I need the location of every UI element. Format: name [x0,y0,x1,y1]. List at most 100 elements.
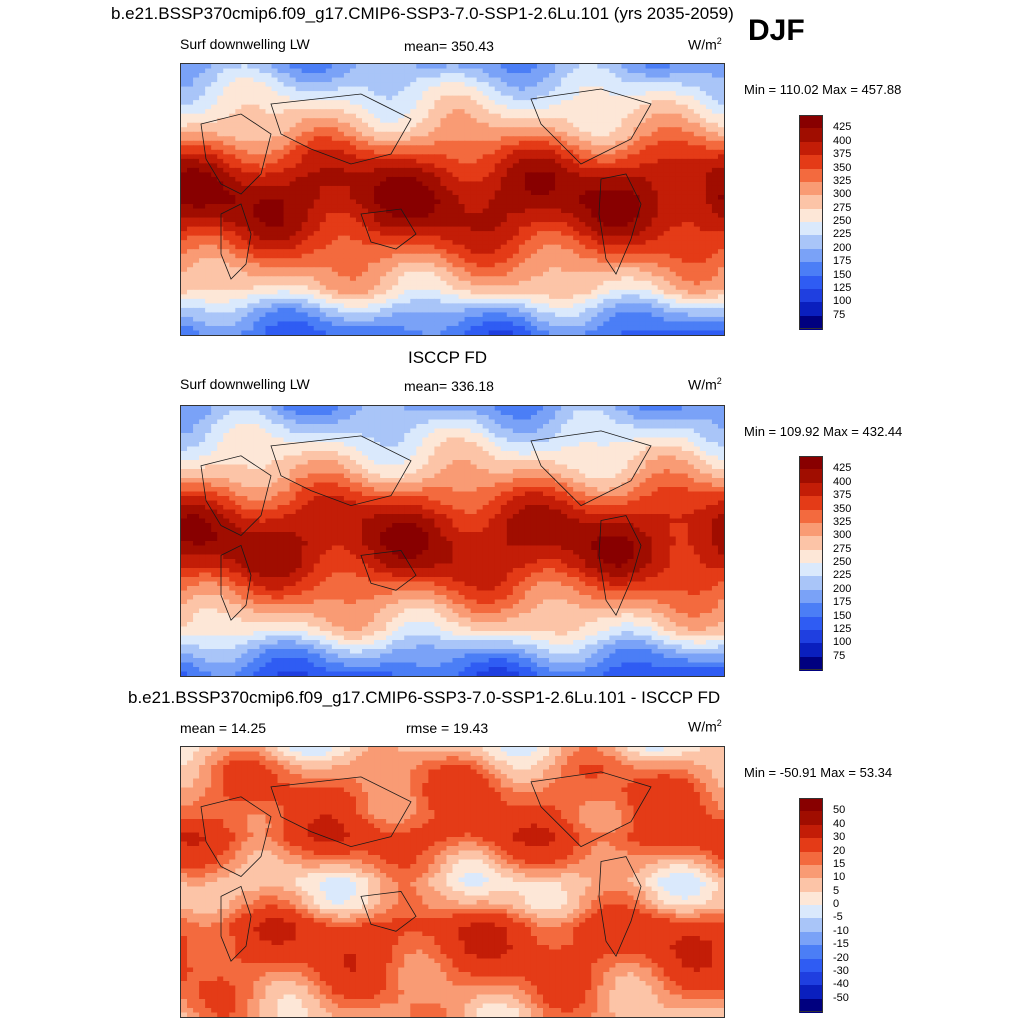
map-cell [663,172,671,178]
map-cell [675,204,683,210]
map-cell [494,285,502,291]
map-cell [549,294,556,300]
map-cell [663,190,671,196]
map-cell [591,213,598,219]
map-cell [518,68,526,74]
map-cell [506,235,514,241]
map-cell [253,294,261,300]
map-cell [217,303,224,309]
map-cell [711,73,719,79]
map-cell [205,280,212,286]
map-cell [392,208,399,214]
map-cell [187,249,194,255]
map-cell [386,185,393,192]
map-cell [301,208,309,214]
map-cell [416,190,423,196]
map-cell [470,136,478,142]
map-cell [187,104,194,110]
map-cell [380,140,387,146]
map-cell [271,118,279,124]
map-cell [561,213,568,219]
map-cell [446,86,454,92]
map-cell [295,307,303,314]
map-cell [579,258,586,264]
map-cell [187,167,194,173]
map-cell [434,91,442,97]
map-cell [193,190,200,196]
map-cell [458,249,466,255]
map-cell [603,217,610,223]
map-cell [464,294,472,300]
map-cell [211,95,218,101]
map-cell [561,95,568,101]
map-cell [241,118,248,124]
map-cell [675,172,683,178]
map-cell [307,298,315,304]
map-cell [307,145,315,151]
map-cell [633,222,641,228]
map-cell [271,303,279,309]
map-cell [476,158,484,164]
map-cell [500,276,508,282]
map-cell [283,280,291,286]
map-cell [205,235,212,241]
map-cell [518,145,526,151]
map-cell [283,100,291,106]
map-cell [693,204,701,210]
map-cell [693,222,701,228]
map-cell [693,303,701,309]
map-cell [271,222,279,228]
map-cell [386,194,393,201]
map-cell [259,64,267,70]
map-cell [657,271,665,277]
map-cell [579,262,586,268]
map-cell [277,217,285,223]
map-cell [458,154,466,160]
map-cell [506,217,514,223]
map-cell [494,73,502,79]
map-cell [452,113,460,119]
map-cell [362,181,369,187]
map-cell [199,149,206,155]
map-cell [518,91,526,97]
map-cell [343,267,351,273]
map-cell [313,199,321,205]
map-cell [663,194,671,201]
map-cell [241,298,248,304]
map-cell [428,185,435,192]
map-cell [452,127,460,133]
map-cell [543,64,550,70]
map-cell [440,127,448,133]
map-cell [699,64,707,70]
map-cell [458,163,466,169]
map-cell [603,131,610,137]
map-cell [675,303,683,309]
map-cell [229,86,236,92]
map-cell [567,154,574,160]
map-cell [597,64,604,70]
map-cell [199,185,206,192]
map-cell [380,113,387,119]
map-cell [380,217,387,223]
map-cell [500,231,508,237]
map-cell [494,185,502,192]
map-cell [247,163,254,169]
map-cell [392,82,399,88]
map-cell [416,172,423,178]
map-cell [392,136,399,142]
map-cell [621,285,629,291]
map-cell [368,163,375,169]
map-cell [645,280,653,286]
map-cell [464,131,472,137]
map-cell [579,140,586,146]
map-cell [705,172,713,178]
map-cell [591,131,598,137]
map-cell [549,136,556,142]
map-cell [687,244,695,250]
map-cell [181,199,188,205]
map-cell [362,73,369,79]
map-cell [452,91,460,97]
map-cell [567,271,574,277]
map-cell [561,172,568,178]
map-cell [693,217,701,223]
